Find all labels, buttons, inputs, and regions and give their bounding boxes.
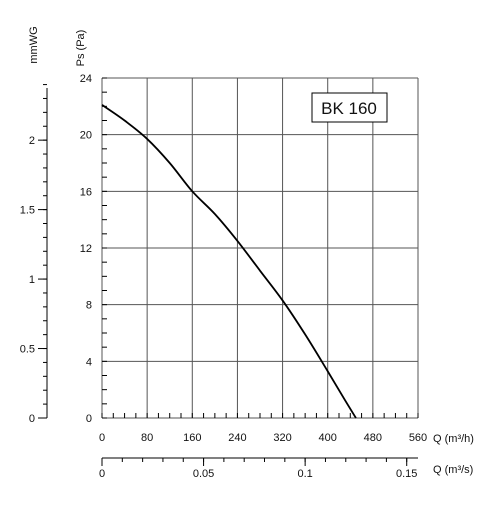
y-tick-label-pa: 20	[80, 130, 92, 142]
x-tick-label-m3h: 80	[141, 432, 153, 444]
primary-x-axis-title: Q (m³/h)	[433, 433, 474, 445]
y-tick-label-pa: 12	[80, 243, 92, 255]
primary-y-axis-title: Ps (Pa)	[75, 30, 87, 67]
x-tick-label-m3s: 0.05	[193, 468, 214, 480]
x-tick-label-m3h: 480	[364, 432, 382, 444]
x-tick-label-m3s: 0	[99, 468, 105, 480]
y-tick-label-mmwg: 0	[29, 413, 35, 425]
grid	[101, 77, 419, 419]
x-tick-label-m3h: 0	[99, 432, 105, 444]
y-tick-label-mmwg: 0.5	[20, 344, 35, 356]
y-tick-label-mmwg: 1.5	[20, 205, 35, 217]
x-tick-label-m3h: 320	[273, 432, 291, 444]
x-tick-label-m3s: 0.15	[396, 468, 417, 480]
fan-curve-line	[101, 104, 357, 419]
y-tick-label-pa: 16	[80, 186, 92, 198]
y-tick-label-mmwg: 2	[29, 135, 35, 147]
curve-layer	[101, 104, 357, 419]
axes: 0 80 160 240 320 400 480 5600481216202400.511.5…	[20, 73, 427, 480]
y-tick-label-mmwg: 1	[29, 274, 35, 286]
x-tick-label-m3s: 0.1	[297, 468, 312, 480]
x-tick-label-m3h: 400	[319, 432, 337, 444]
model-label-box	[311, 92, 388, 123]
x-tick-label-m3h: 560	[409, 432, 427, 444]
y-tick-label-pa: 24	[80, 73, 92, 85]
secondary-y-axis-title: mmWG	[28, 26, 40, 63]
y-tick-label-pa: 4	[86, 356, 92, 368]
x-tick-label-m3h: 160	[183, 432, 201, 444]
y-tick-label-pa: 0	[86, 413, 92, 425]
secondary-x-axis-title: Q (m³/s)	[433, 464, 473, 476]
x-tick-label-m3h: 240	[228, 432, 246, 444]
y-tick-label-pa: 8	[86, 300, 92, 312]
model-label: BK 160	[321, 99, 377, 118]
